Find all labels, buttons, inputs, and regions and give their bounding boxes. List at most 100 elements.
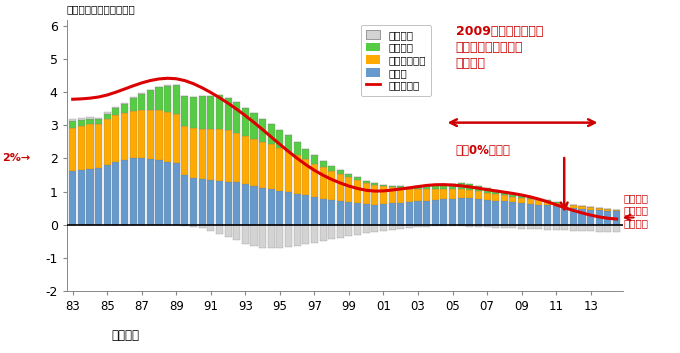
Bar (164, 112, 171, 162)
Bar (250, 225, 258, 246)
Bar (414, 225, 422, 227)
Bar (207, 129, 214, 180)
Bar (147, 109, 154, 159)
Text: （前年比、寄与度、％）: （前年比、寄与度、％） (67, 4, 135, 14)
Bar (147, 159, 154, 225)
Bar (130, 98, 137, 110)
Bar (605, 211, 611, 225)
Bar (605, 209, 611, 211)
Bar (449, 199, 456, 225)
Bar (311, 197, 318, 225)
Bar (406, 187, 413, 189)
Bar (509, 194, 517, 197)
Bar (276, 148, 284, 191)
Bar (500, 202, 508, 225)
Bar (78, 119, 85, 120)
Bar (130, 110, 137, 158)
Bar (449, 225, 456, 226)
Bar (112, 108, 120, 115)
Bar (224, 181, 232, 225)
Bar (544, 225, 551, 229)
Bar (345, 177, 352, 202)
Bar (320, 199, 326, 225)
Bar (432, 225, 439, 226)
Bar (207, 96, 214, 129)
Bar (362, 181, 370, 183)
Bar (380, 186, 387, 204)
Bar (199, 225, 206, 228)
Bar (328, 225, 335, 239)
Bar (423, 186, 430, 189)
Bar (69, 119, 76, 121)
Bar (527, 204, 534, 225)
Bar (500, 196, 508, 202)
Bar (233, 182, 240, 225)
Bar (190, 178, 197, 225)
Bar (535, 199, 543, 201)
Bar (182, 96, 188, 126)
Bar (354, 225, 361, 234)
Bar (570, 205, 577, 208)
Bar (69, 171, 76, 225)
Bar (302, 196, 309, 225)
Bar (242, 225, 249, 244)
Bar (509, 197, 517, 202)
Bar (553, 225, 560, 230)
Bar (423, 189, 430, 201)
Bar (242, 184, 249, 225)
Bar (199, 96, 206, 129)
Bar (483, 200, 490, 225)
Bar (233, 225, 240, 240)
Bar (613, 225, 620, 232)
Bar (388, 203, 396, 225)
Bar (78, 120, 85, 126)
Bar (224, 98, 232, 130)
Bar (441, 225, 447, 226)
Bar (544, 201, 551, 202)
Bar (173, 85, 180, 114)
Bar (596, 210, 602, 225)
Bar (182, 126, 188, 175)
Bar (432, 185, 439, 189)
Bar (458, 189, 464, 198)
Bar (242, 108, 249, 136)
Bar (414, 189, 422, 202)
Bar (354, 203, 361, 225)
Bar (483, 225, 490, 227)
Bar (207, 180, 214, 225)
Bar (466, 190, 473, 198)
Bar (371, 205, 378, 225)
Bar (164, 86, 171, 112)
Text: 労働投入
寄与度は
マイナス: 労働投入 寄与度は マイナス (624, 193, 649, 228)
Bar (164, 162, 171, 225)
Bar (112, 107, 120, 108)
Bar (121, 103, 128, 104)
Bar (414, 202, 422, 225)
Bar (156, 160, 163, 225)
Bar (233, 102, 240, 133)
Bar (406, 225, 413, 228)
Bar (527, 199, 534, 204)
Bar (458, 183, 464, 189)
Bar (182, 175, 188, 225)
Bar (112, 162, 120, 225)
Bar (190, 225, 197, 227)
Bar (182, 225, 188, 226)
Bar (294, 155, 301, 194)
Bar (121, 104, 128, 113)
Bar (587, 210, 594, 225)
Bar (518, 198, 525, 203)
Text: ほぼ0%に近い: ほぼ0%に近い (456, 144, 511, 157)
Bar (199, 179, 206, 225)
Bar (147, 90, 154, 109)
Bar (69, 128, 76, 171)
Bar (138, 94, 146, 109)
Bar (380, 225, 387, 231)
Bar (492, 225, 499, 228)
Bar (570, 225, 577, 231)
Bar (250, 186, 258, 225)
Bar (406, 189, 413, 202)
Bar (449, 184, 456, 189)
Bar (544, 202, 551, 205)
Bar (276, 225, 284, 248)
